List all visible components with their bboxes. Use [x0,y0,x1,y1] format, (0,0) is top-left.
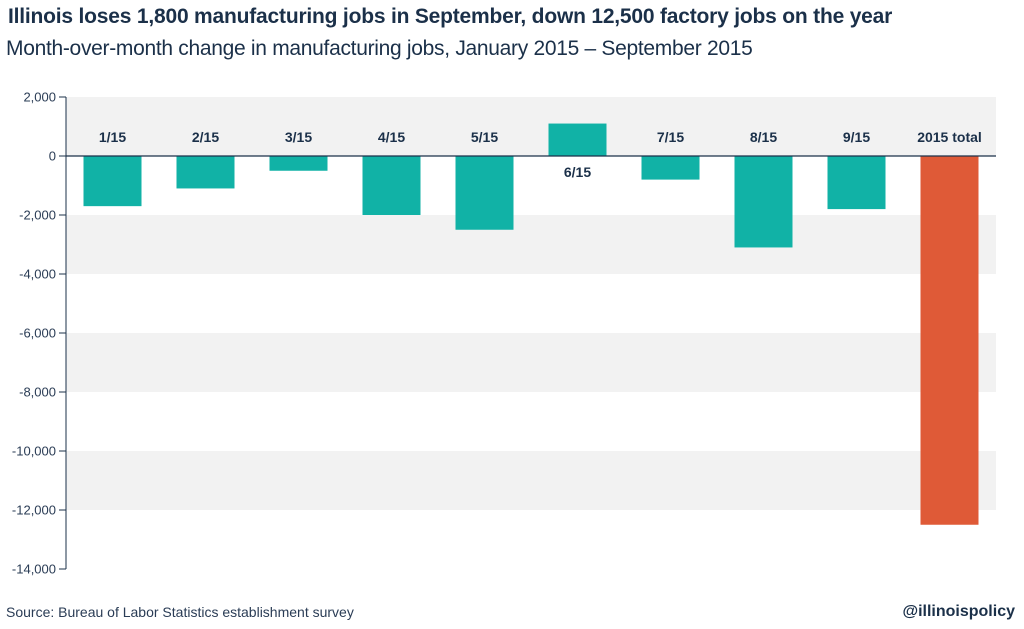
grid-band [66,215,996,274]
bar [920,156,979,525]
category-label: 5/15 [471,129,498,145]
chart-title: Illinois loses 1,800 manufacturing jobs … [8,5,893,28]
bar [83,156,142,207]
chart-subtitle: Month-over-month change in manufacturing… [6,37,753,60]
bars [66,123,996,525]
bar [641,156,700,180]
y-tick-label: -8,000 [19,385,56,400]
source-note: Source: Bureau of Labor Statistics estab… [6,604,354,620]
bar [362,156,421,215]
y-tick-label: 0 [49,149,56,164]
y-tick-label: -4,000 [19,267,56,282]
bar [269,156,328,171]
category-label: 7/15 [657,129,684,145]
grid-band [66,97,996,156]
category-label: 1/15 [99,129,126,145]
bar [176,156,235,189]
category-labels: 1/15 2/15 3/15 4/15 5/15 6/15 7/15 8/15 9/15 2015… [99,129,982,180]
grid-band [66,333,996,392]
category-label: 4/15 [378,129,405,145]
y-tick-label: -12,000 [12,503,56,518]
category-label: 3/15 [285,129,312,145]
grid-bands [66,97,996,510]
y-tick-label: -6,000 [19,326,56,341]
bar [548,123,607,156]
y-tick-label: -14,000 [12,562,56,577]
category-label: 2/15 [192,129,219,145]
y-tick-label: -2,000 [19,208,56,223]
bar [734,156,793,248]
category-label: 8/15 [750,129,777,145]
grid-band [66,451,996,510]
brand-handle: @illinoispolicy [902,603,1015,620]
category-label: 6/15 [564,164,591,180]
bar [827,156,886,210]
bar [455,156,514,230]
category-label: 9/15 [843,129,870,145]
y-tick-label: -10,000 [12,444,56,459]
y-axis: 2,000 0 -2,000 -4,000 -6,000 -8,000 -10,000 -12… [12,90,67,577]
y-tick-label: 2,000 [23,90,56,105]
category-label: 2015 total [917,129,982,145]
